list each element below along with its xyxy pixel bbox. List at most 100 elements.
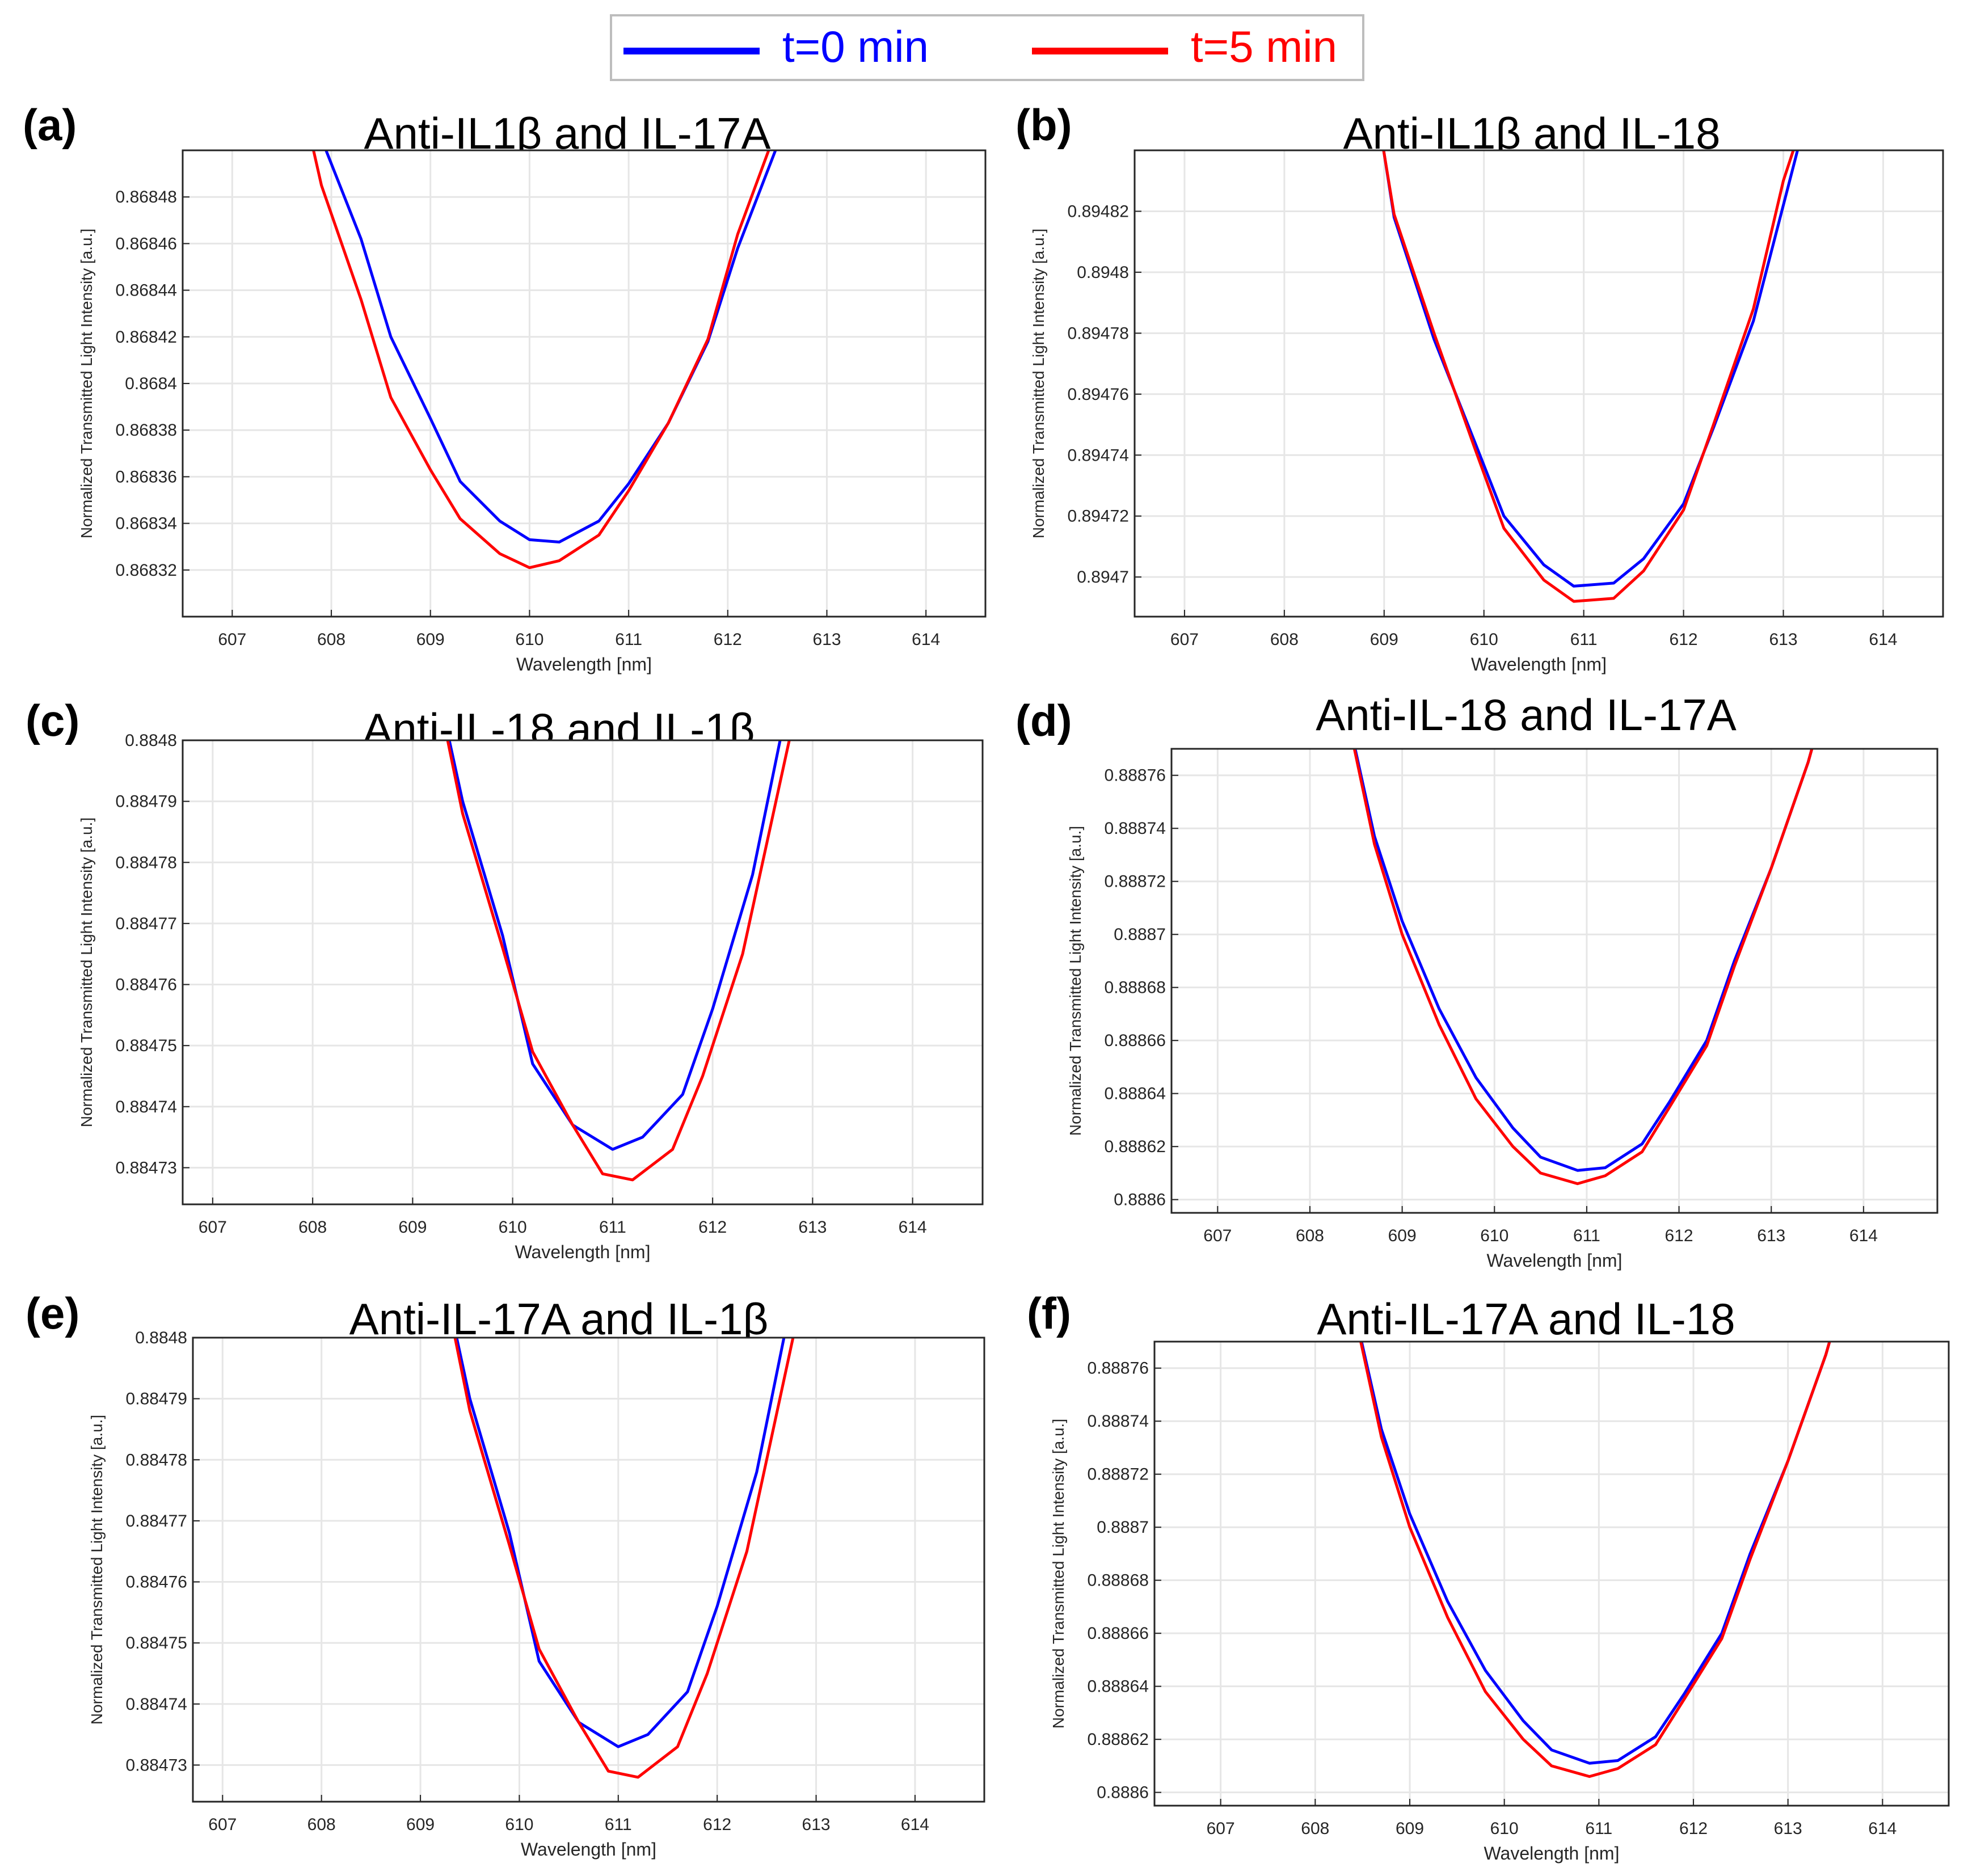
panel-d-ytick-label: 0.88862	[1105, 1137, 1166, 1156]
panel-f-xtick-label: 608	[1301, 1819, 1329, 1838]
panel-a-ytick-label: 0.86848	[116, 188, 177, 206]
panel-f-ytick-label: 0.88874	[1088, 1412, 1149, 1431]
panel-f-ytick-label: 0.88862	[1088, 1730, 1149, 1749]
panel-d-xtick-label: 607	[1203, 1226, 1232, 1245]
panel-e-letter: (e)	[26, 1288, 80, 1338]
panel-e-plot-area	[193, 1338, 984, 1802]
panel-a-ytick-label: 0.86846	[116, 234, 177, 253]
panel-b-ytick-label: 0.89478	[1068, 324, 1129, 343]
panel-b-ytick-label: 0.8947	[1077, 568, 1129, 587]
panel-e-ytick-label: 0.88473	[126, 1756, 187, 1774]
panel-c-xtick-label: 610	[499, 1218, 527, 1237]
panel-c-ytick-label: 0.8848	[125, 731, 177, 750]
panel-b-ytick-label: 0.8948	[1077, 263, 1129, 282]
panel-c-axes-box	[182, 739, 984, 1205]
panel-c-ytick-label: 0.88477	[116, 914, 177, 933]
panel-c-ytick-label: 0.88473	[116, 1158, 177, 1177]
panel-c-ylabel: Normalized Transmitted Light Intensity […	[78, 817, 95, 1127]
panel-c-series-t5	[446, 740, 791, 1182]
panel-b-axes-box	[1133, 149, 1944, 618]
panel-e-ytick-label: 0.88475	[126, 1634, 187, 1652]
panel-a-letter: (a)	[23, 100, 77, 150]
panel-f-xtick-label: 610	[1490, 1819, 1519, 1838]
panel-d-ytick-label: 0.8886	[1114, 1191, 1166, 1209]
panel-d-xtick-label: 609	[1388, 1226, 1417, 1245]
panel-e-xtick-label: 609	[406, 1815, 435, 1834]
panel-d-xtick-label: 608	[1296, 1226, 1324, 1245]
panel-f-title: Anti-IL-17A and IL-18	[1317, 1294, 1735, 1344]
panel-e-chart: 607 608 609 610 611 612 613 614 0.88473 0.88474 0.…	[88, 1329, 985, 1860]
panel-c-xlabel: Wavelength [nm]	[515, 1242, 651, 1262]
panel-b-xtick-label: 609	[1370, 630, 1398, 649]
panel-a-xtick-label: 608	[317, 630, 345, 649]
panel-c-letter: (c)	[26, 695, 80, 745]
panel-c-ytick-label: 0.88478	[116, 853, 177, 872]
panel-a-axes-box	[182, 149, 987, 618]
panel-e-xtick-label: 611	[605, 1815, 632, 1834]
panel-c-xtick-label: 609	[398, 1218, 427, 1237]
panel-c-xtick-label: 614	[899, 1218, 927, 1237]
panel-e-xlabel: Wavelength [nm]	[521, 1839, 656, 1860]
panel-b-chart: 607 608 609 610 611 612 613 614 0.8947 0.89472 0.8…	[1030, 149, 1944, 674]
legend-label-t0: t=0 min	[782, 22, 929, 71]
panel-d-plot-area	[1171, 749, 1937, 1213]
panel-e-xtick-label: 607	[208, 1815, 237, 1834]
panel-c-xtick-label: 612	[698, 1218, 727, 1237]
panel-e-xtick-label: 614	[901, 1815, 929, 1834]
panel-a-xtick-label: 607	[218, 630, 246, 649]
panel-a-ytick-label: 0.86834	[116, 515, 177, 533]
panel-f-xtick-label: 614	[1868, 1819, 1897, 1838]
panel-c-xtick-label: 613	[798, 1218, 827, 1237]
panel-a-ytick-label: 0.86844	[116, 281, 177, 300]
panel-a-ytick-label: 0.86838	[116, 421, 177, 440]
panel-e-ylabel: Normalized Transmitted Light Intensity […	[88, 1415, 106, 1725]
panel-d-ytick-label: 0.88864	[1105, 1085, 1166, 1103]
panel-d-xtick-label: 611	[1573, 1226, 1600, 1245]
panel-d-ytick-label: 0.8887	[1114, 925, 1166, 944]
panel-d-ytick-label: 0.88874	[1105, 819, 1166, 838]
panel-e-ytick-label: 0.88479	[126, 1390, 187, 1409]
panel-c-plot-area	[183, 740, 983, 1204]
panel-a-ytick-label: 0.86832	[116, 561, 177, 580]
panel-a-xtick-label: 611	[615, 630, 642, 649]
panel-d-xtick-label: 614	[1849, 1226, 1878, 1245]
panel-e-axes-box	[192, 1337, 985, 1803]
panel-f-axes-box	[1153, 1340, 1950, 1807]
panel-d-letter: (d)	[1015, 695, 1072, 745]
panel-f-xtick-label: 609	[1396, 1819, 1424, 1838]
panel-b-xlabel: Wavelength [nm]	[1471, 654, 1607, 674]
panel-d-ytick-label: 0.88872	[1105, 872, 1166, 891]
panel-d-xtick-label: 612	[1665, 1226, 1693, 1245]
panel-c-ytick-label: 0.88475	[116, 1036, 177, 1055]
legend-swatch-t5	[1032, 48, 1168, 54]
panel-c-ytick-label: 0.88479	[116, 792, 177, 811]
panel-a-ylabel: Normalized Transmitted Light Intensity […	[78, 229, 95, 538]
panel-d-xtick-label: 610	[1480, 1226, 1508, 1245]
panel-a-series-t0	[325, 150, 777, 543]
panel-a-xtick-label: 613	[812, 630, 841, 649]
panel-f-xlabel: Wavelength [nm]	[1484, 1843, 1620, 1864]
legend-label-t5: t=5 min	[1191, 22, 1337, 71]
panel-d-chart: 607 608 609 610 611 612 613 614 0.8886 0.88862 0.8…	[1067, 748, 1938, 1271]
panel-a-ytick-label: 0.86842	[116, 328, 177, 347]
panel-c-ytick-label: 0.88474	[116, 1098, 177, 1116]
legend: t=0 min t=5 min	[610, 14, 1364, 81]
panel-d-ytick-label: 0.88868	[1105, 979, 1166, 997]
panel-e-ytick-label: 0.88477	[126, 1512, 187, 1531]
panel-a-ytick-label: 0.86836	[116, 467, 177, 486]
panel-f-ytick-label: 0.88866	[1088, 1624, 1149, 1643]
panel-e-xtick-label: 613	[802, 1815, 831, 1834]
panel-d-title: Anti-IL-18 and IL-17A	[1316, 690, 1737, 740]
panel-a-xtick-label: 610	[515, 630, 543, 649]
panel-a-series-t5	[312, 150, 770, 570]
panel-c-chart: 607 608 609 610 611 612 613 614 0.88473 0.88474 0.…	[78, 731, 984, 1262]
legend-swatch-t0	[623, 48, 760, 54]
panel-b-xtick-label: 611	[1570, 630, 1598, 649]
panel-f-ytick-label: 0.88876	[1088, 1359, 1149, 1378]
panel-e-series-t0	[455, 1338, 786, 1748]
panel-d-series-t5	[1352, 749, 1814, 1186]
panel-f-xtick-label: 611	[1585, 1819, 1612, 1838]
panel-b-series-t5	[1382, 150, 1795, 603]
panel-b-ytick-label: 0.89472	[1068, 507, 1129, 526]
panel-e-series-t5	[453, 1338, 795, 1779]
